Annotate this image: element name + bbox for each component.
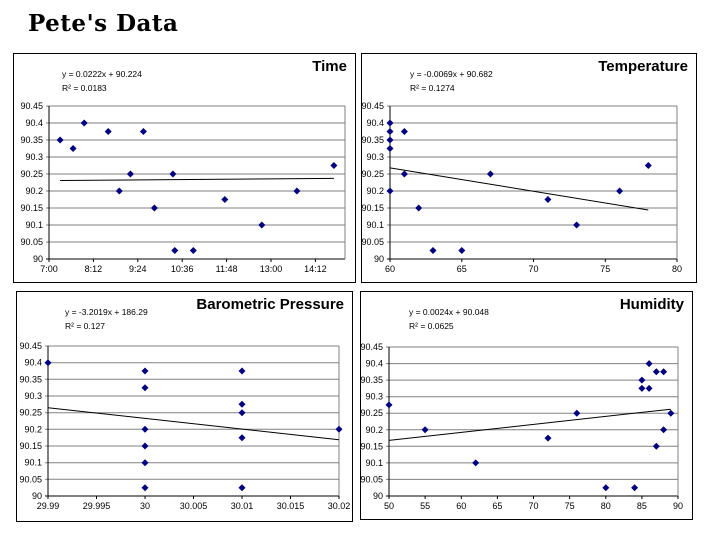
scatter-plot-temperature: 90 90.05 90.1 90.15 90.2 90.25 90.3 90.35 90.4 90…	[362, 101, 682, 274]
svg-text:90: 90	[373, 491, 383, 501]
svg-text:90.1: 90.1	[24, 458, 42, 468]
svg-text:90.35: 90.35	[19, 374, 42, 384]
svg-text:90: 90	[673, 501, 683, 511]
svg-text:65: 65	[492, 501, 502, 511]
svg-text:90.35: 90.35	[361, 375, 383, 385]
trendline-equation: y = 0.0024x + 90.048 R² = 0.0625	[409, 305, 489, 333]
svg-text:90: 90	[374, 254, 384, 264]
svg-text:90.2: 90.2	[366, 186, 384, 196]
trendline-equation: y = -0.0069x + 90.682 R² = 0.1274	[410, 67, 493, 95]
r-squared-text: R² = 0.1274	[410, 83, 455, 93]
svg-text:90.25: 90.25	[361, 408, 383, 418]
svg-text:90.25: 90.25	[20, 169, 43, 179]
svg-text:90.3: 90.3	[365, 392, 383, 402]
svg-text:90.1: 90.1	[25, 220, 43, 230]
svg-text:90.1: 90.1	[365, 458, 383, 468]
chart-panel-time: Time y = 0.0222x + 90.224 R² = 0.0183 90…	[13, 53, 356, 283]
svg-text:30.02: 30.02	[328, 501, 351, 511]
chart-title-time: Time	[312, 58, 347, 75]
svg-text:90.05: 90.05	[20, 237, 43, 247]
svg-text:90.2: 90.2	[365, 425, 383, 435]
svg-text:90.05: 90.05	[362, 237, 384, 247]
svg-text:60: 60	[456, 501, 466, 511]
svg-text:90.35: 90.35	[362, 135, 384, 145]
svg-text:90.15: 90.15	[362, 203, 384, 213]
equation-text: y = 0.0222x + 90.224	[62, 69, 142, 79]
svg-text:90.35: 90.35	[20, 135, 43, 145]
chart-title-barometric-pressure: Barometric Pressure	[196, 296, 344, 313]
svg-text:90.25: 90.25	[362, 169, 384, 179]
svg-text:60: 60	[385, 264, 395, 274]
svg-text:30.005: 30.005	[180, 501, 208, 511]
svg-text:55: 55	[420, 501, 430, 511]
svg-text:30.01: 30.01	[231, 501, 254, 511]
svg-text:90.4: 90.4	[24, 358, 42, 368]
svg-text:90.45: 90.45	[362, 101, 384, 111]
svg-text:30: 30	[140, 501, 150, 511]
svg-text:85: 85	[637, 501, 647, 511]
svg-text:10:36: 10:36	[171, 264, 194, 274]
trendline-equation: y = 0.0222x + 90.224 R² = 0.0183	[62, 67, 142, 95]
svg-text:90.1: 90.1	[366, 220, 384, 230]
svg-text:90.05: 90.05	[19, 474, 42, 484]
chart-title-humidity: Humidity	[619, 296, 684, 313]
chart-title-temperature: Temperature	[598, 58, 688, 75]
scatter-plot-time: 90 90.05 90.1 90.15 90.2 90.25 90.3 90.35 90.4 90…	[20, 101, 346, 274]
page-title: Pete's Data	[28, 10, 179, 37]
svg-text:80: 80	[601, 501, 611, 511]
svg-text:90.4: 90.4	[25, 118, 43, 128]
equation-text: y = -3.2019x + 186.29	[65, 307, 148, 317]
svg-text:7:00: 7:00	[40, 264, 58, 274]
svg-text:90.45: 90.45	[361, 342, 383, 352]
svg-text:90.45: 90.45	[20, 101, 43, 111]
r-squared-text: R² = 0.0625	[409, 321, 454, 331]
scatter-plot-barometric-pressure: 90 90.05 90.1 90.15 90.2 90.25 90.3 90.35 90.4 90…	[19, 341, 351, 511]
svg-text:13:00: 13:00	[260, 264, 283, 274]
scatter-plot-humidity: 90 90.05 90.1 90.15 90.2 90.25 90.3 90.35 90.4 90…	[361, 342, 683, 511]
svg-text:70: 70	[528, 501, 538, 511]
chart-panel-temperature: Temperature y = -0.0069x + 90.682 R² = 0…	[361, 53, 697, 283]
svg-text:90.2: 90.2	[25, 186, 43, 196]
svg-text:90.15: 90.15	[20, 203, 43, 213]
svg-text:90.4: 90.4	[365, 359, 383, 369]
svg-text:30.015: 30.015	[277, 501, 305, 511]
svg-text:9:24: 9:24	[129, 264, 147, 274]
equation-text: y = 0.0024x + 90.048	[409, 307, 489, 317]
chart-panel-humidity: Humidity y = 0.0024x + 90.048 R² = 0.062…	[360, 291, 693, 520]
svg-text:90.45: 90.45	[19, 341, 42, 351]
r-squared-text: R² = 0.127	[65, 321, 105, 331]
svg-text:80: 80	[672, 264, 682, 274]
svg-text:90: 90	[32, 491, 42, 501]
svg-text:90.3: 90.3	[366, 152, 384, 162]
svg-text:75: 75	[565, 501, 575, 511]
svg-text:90.15: 90.15	[361, 441, 383, 451]
svg-text:90.05: 90.05	[361, 474, 383, 484]
svg-text:50: 50	[384, 501, 394, 511]
r-squared-text: R² = 0.0183	[62, 83, 107, 93]
svg-text:11:48: 11:48	[216, 264, 238, 274]
svg-text:90: 90	[33, 254, 43, 264]
svg-text:65: 65	[457, 264, 467, 274]
svg-text:90.25: 90.25	[19, 408, 42, 418]
svg-text:29.99: 29.99	[37, 501, 60, 511]
svg-text:90.2: 90.2	[24, 424, 42, 434]
svg-text:14:12: 14:12	[304, 264, 327, 274]
svg-text:8:12: 8:12	[85, 264, 103, 274]
svg-text:90.15: 90.15	[19, 441, 42, 451]
svg-text:90.3: 90.3	[24, 391, 42, 401]
svg-text:29.995: 29.995	[83, 501, 111, 511]
svg-text:75: 75	[600, 264, 610, 274]
trendline-equation: y = -3.2019x + 186.29 R² = 0.127	[65, 305, 148, 333]
svg-text:70: 70	[528, 264, 538, 274]
equation-text: y = -0.0069x + 90.682	[410, 69, 493, 79]
svg-text:90.3: 90.3	[25, 152, 43, 162]
chart-panel-barometric-pressure: Barometric Pressure y = -3.2019x + 186.2…	[16, 291, 353, 522]
svg-text:90.4: 90.4	[366, 118, 384, 128]
